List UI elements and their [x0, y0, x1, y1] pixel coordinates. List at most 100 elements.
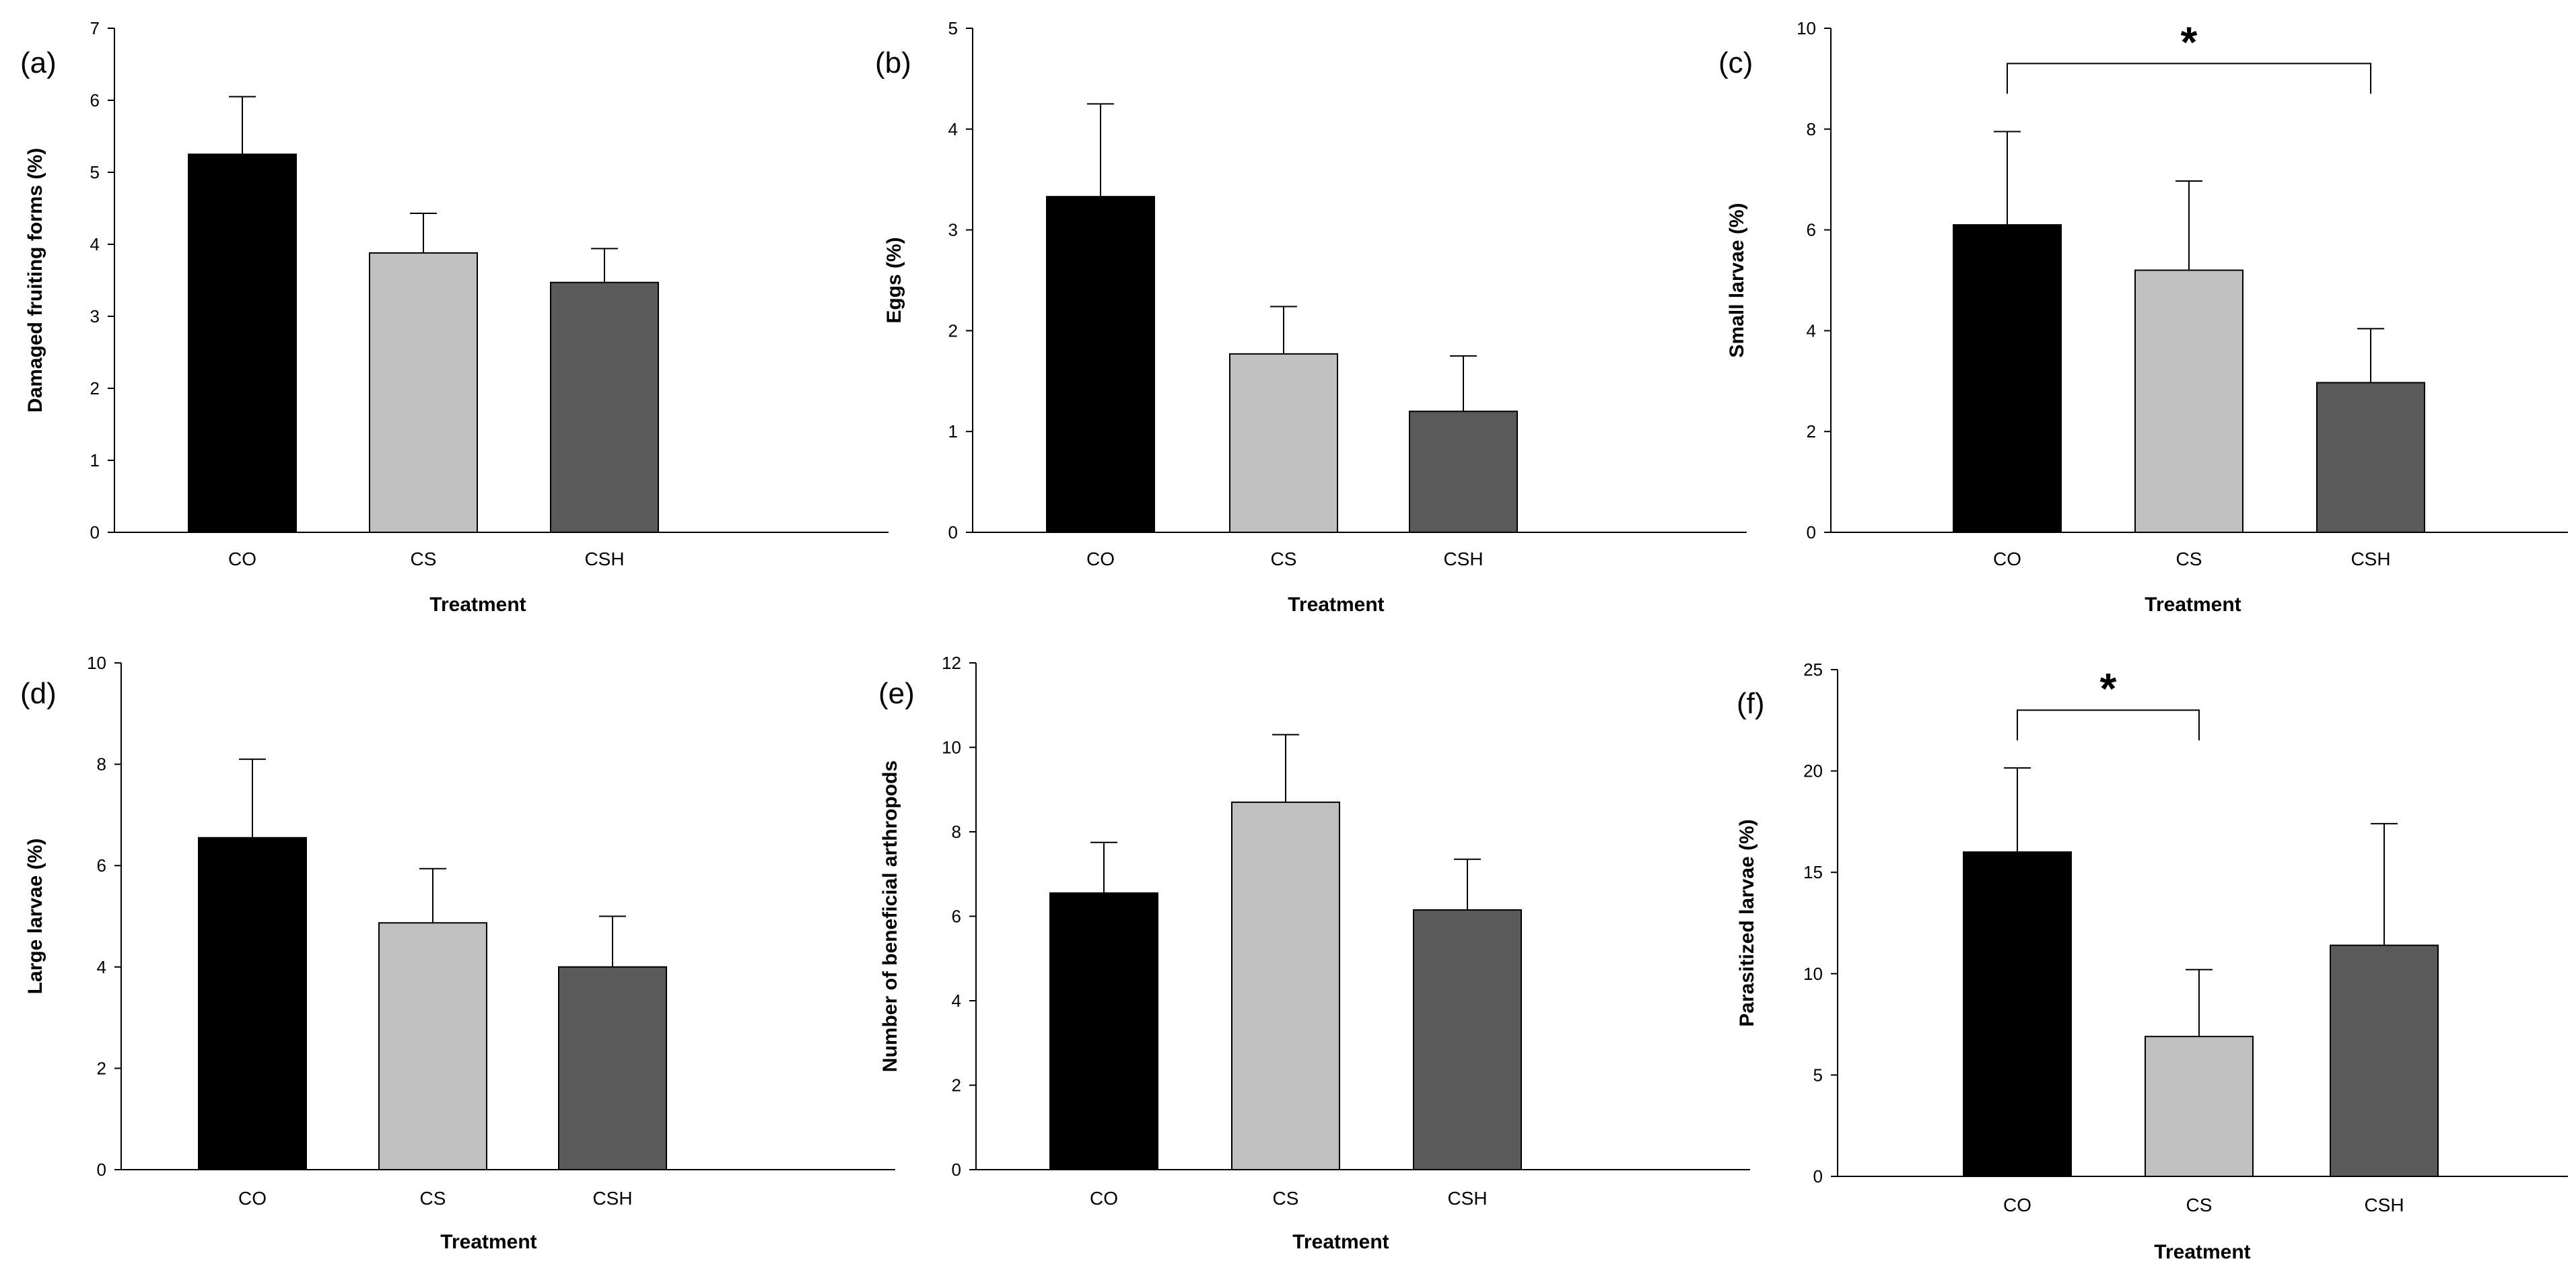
x-tick-label-cs: CS — [411, 548, 437, 569]
y-tick-label: 6 — [90, 90, 100, 110]
y-tick-label: 5 — [90, 162, 100, 182]
y-tick-label: 0 — [97, 1160, 106, 1180]
y-tick-label: 3 — [948, 220, 958, 240]
bar-co — [1049, 892, 1158, 1171]
y-axis-title: Parasitized larvae (%) — [1736, 819, 1758, 1026]
x-axis-title: Treatment — [1288, 594, 1384, 616]
x-tick-label-co: CO — [2003, 1195, 2031, 1215]
x-tick-label-co: CO — [1993, 548, 2021, 569]
bar-cs — [1231, 802, 1340, 1170]
panel-label: (c) — [1718, 46, 1753, 79]
y-tick-label: 4 — [952, 991, 961, 1011]
x-tick-label-co: CO — [1090, 1188, 1118, 1209]
y-tick-label: 6 — [97, 855, 106, 876]
bar-co — [1953, 224, 2062, 533]
panel-label: (a) — [20, 46, 57, 79]
bar-cs — [369, 252, 478, 533]
y-tick-label: 8 — [952, 822, 961, 842]
significance-marker: * — [2181, 17, 2198, 66]
panel-label: (f) — [1737, 687, 1765, 720]
bar-co — [1046, 196, 1155, 533]
bar-cs — [1229, 353, 1338, 533]
bar-cs — [2134, 269, 2243, 533]
bar-csh — [2316, 382, 2425, 533]
bar-csh — [1409, 411, 1518, 533]
x-tick-label-cs: CS — [1273, 1188, 1299, 1209]
x-tick-label-cs: CS — [420, 1188, 446, 1209]
y-tick-label: 12 — [942, 653, 961, 673]
x-tick-label-co: CO — [1086, 548, 1115, 569]
y-tick-label: 6 — [952, 907, 961, 927]
y-tick-label: 2 — [1807, 421, 1816, 441]
x-tick-label-cs: CS — [2176, 548, 2202, 569]
y-tick-label: 2 — [97, 1058, 106, 1078]
x-tick-label-csh: CSH — [592, 1188, 632, 1209]
y-tick-label: 2 — [948, 320, 958, 341]
y-tick-label: 8 — [97, 754, 106, 775]
y-axis-title: Eggs (%) — [883, 237, 905, 323]
x-axis-title: Treatment — [1292, 1231, 1389, 1253]
y-axis-title: Small larvae (%) — [1726, 203, 1748, 357]
x-tick-label-csh: CSH — [1443, 548, 1483, 569]
chart-panel-4: 0 2 4 6 8 10 CO CS CSH Treatment Large larvae (%) (… — [20, 653, 895, 1253]
bar-co — [188, 153, 297, 533]
bar-csh — [1413, 909, 1522, 1171]
y-tick-label: 2 — [90, 378, 100, 398]
x-tick-label-csh: CSH — [2364, 1195, 2404, 1215]
x-tick-label-csh: CSH — [1447, 1188, 1487, 1209]
y-tick-label: 4 — [90, 234, 100, 254]
panel-label: (e) — [878, 677, 915, 710]
y-tick-label: 10 — [1797, 18, 1816, 38]
chart-panel-3: 0 2 4 6 8 10 CO CS CSH * Treatment Small larvae (%)… — [1718, 17, 2568, 616]
y-tick-label: 3 — [90, 306, 100, 326]
x-tick-label-co: CO — [228, 548, 256, 569]
x-tick-label-co: CO — [238, 1188, 267, 1209]
y-tick-label: 4 — [97, 957, 106, 977]
x-axis-title: Treatment — [440, 1231, 536, 1253]
x-tick-label-csh: CSH — [584, 548, 624, 569]
y-tick-label: 1 — [90, 450, 100, 470]
y-tick-label: 0 — [1813, 1166, 1823, 1186]
panel-label: (b) — [875, 46, 911, 79]
y-tick-label: 10 — [942, 738, 961, 758]
y-tick-label: 5 — [1813, 1065, 1823, 1085]
y-axis-title: Large larvae (%) — [24, 839, 46, 995]
y-tick-label: 7 — [90, 18, 100, 38]
x-tick-label-csh: CSH — [2351, 548, 2390, 569]
bar-co — [1963, 851, 2072, 1177]
bar-co — [198, 837, 307, 1171]
x-axis-title: Treatment — [429, 594, 526, 616]
y-tick-label: 6 — [1807, 220, 1816, 240]
x-axis-title: Treatment — [2154, 1241, 2250, 1263]
y-tick-label: 5 — [948, 18, 958, 38]
y-tick-label: 0 — [1807, 522, 1816, 542]
bar-cs — [2145, 1036, 2254, 1177]
y-tick-label: 10 — [87, 653, 106, 673]
y-tick-label: 0 — [952, 1160, 961, 1180]
significance-bracket — [2007, 63, 2371, 94]
bar-csh — [558, 966, 667, 1171]
chart-panel-1: 0 1 2 3 4 5 6 7 CO CS CSH Treatment Damaged fruiting… — [20, 18, 889, 616]
y-tick-label: 4 — [1807, 320, 1816, 341]
x-tick-label-cs: CS — [2186, 1195, 2213, 1215]
panel-label: (d) — [20, 677, 57, 710]
chart-panel-6: 0 5 10 15 20 25 CO CS CSH * Treatment Parasitized l… — [1736, 660, 2568, 1263]
y-tick-label: 2 — [952, 1075, 961, 1096]
y-tick-label: 10 — [1803, 964, 1823, 984]
bar-cs — [378, 922, 487, 1170]
y-tick-label: 25 — [1803, 660, 1823, 680]
y-tick-label: 0 — [948, 522, 958, 542]
x-axis-title: Treatment — [2145, 594, 2241, 616]
y-tick-label: 8 — [1807, 119, 1816, 139]
y-tick-label: 4 — [948, 119, 958, 139]
bar-csh — [2330, 944, 2439, 1177]
y-axis-title: Number of beneficial arthropods — [879, 760, 901, 1072]
x-tick-label-cs: CS — [1271, 548, 1297, 569]
chart-panel-5: 0 2 4 6 8 10 12 CO CS CSH Treatment Number of benef… — [878, 653, 1750, 1253]
y-tick-label: 15 — [1803, 862, 1823, 882]
significance-bracket — [2017, 709, 2200, 741]
y-tick-label: 0 — [90, 522, 100, 542]
significance-marker: * — [2100, 664, 2117, 713]
y-tick-label: 20 — [1803, 761, 1823, 781]
